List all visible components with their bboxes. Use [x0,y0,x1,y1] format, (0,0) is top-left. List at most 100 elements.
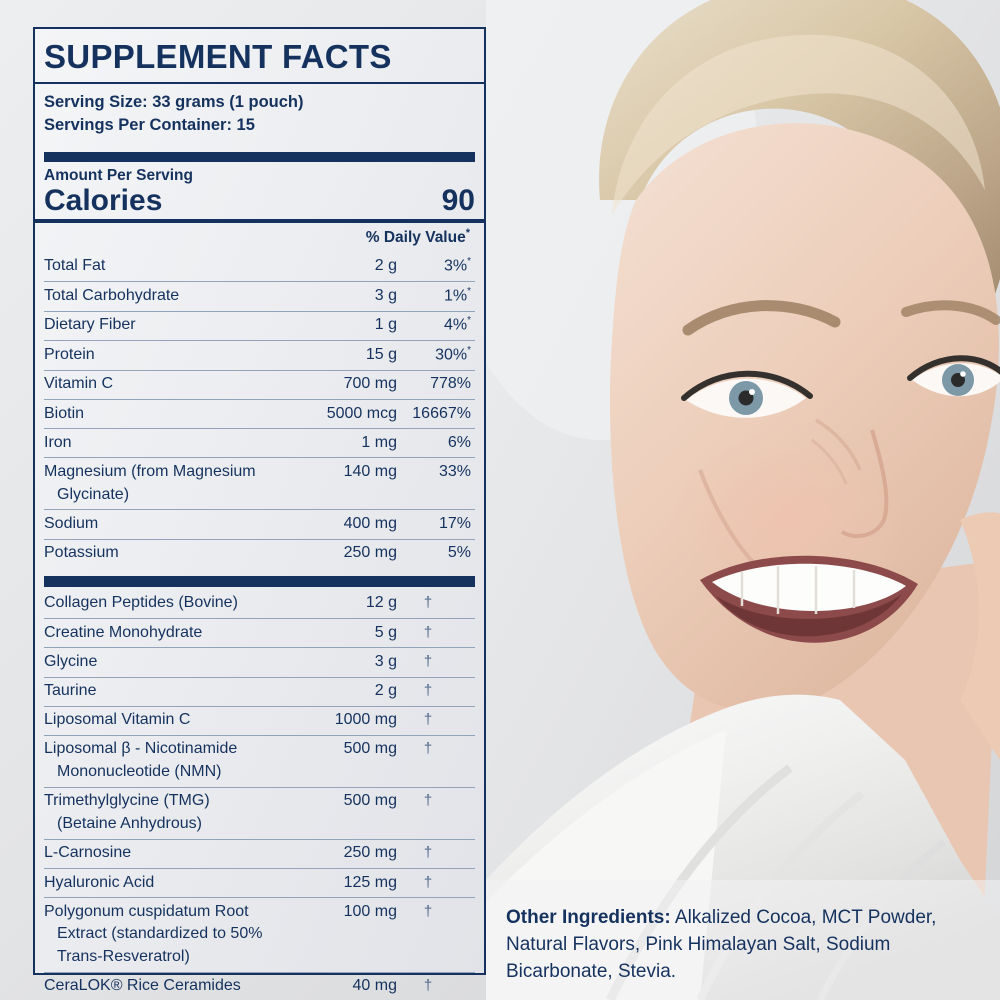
table-row: L-Carnosine 250 mg † [44,838,475,868]
row-name: Total Fat [44,257,106,275]
row-dagger: † [423,740,433,758]
row-amount: 400 mg [343,514,397,532]
row-name: Trimethylglycine (TMG) (Betaine Anhydrous… [44,790,293,835]
daily-value-header-text: % Daily Value [365,229,466,247]
row-name: Sodium [44,514,99,532]
row-daily-value: 778% [430,375,471,393]
daily-value-header: % Daily Value* [35,223,484,252]
row-amount: 140 mg [343,462,397,480]
blend-rows: Collagen Peptides (Bovine) 12 g † Creatine … [35,590,484,1000]
table-row: Hyaluronic Acid 125 mg † [44,868,475,897]
row-daily-value: 3%* [443,256,471,275]
row-name: L-Carnosine [44,844,132,862]
row-daily-value: 4%* [443,315,471,334]
row-daily-value-mark: * [467,256,471,268]
row-name: Potassium [44,544,119,562]
row-name: Taurine [44,682,97,700]
row-dagger: † [423,873,433,891]
row-daily-value: 1%* [443,285,471,305]
table-row: Magnesium (from Magnesium Glycinate) 140 m… [44,457,475,509]
row-amount: 5000 mcg [326,404,397,422]
row-daily-value-mark: * [467,285,471,297]
row-name-continuation: Trans-Resveratrol) [57,948,190,966]
row-daily-value-mark: * [467,315,471,327]
daily-value-header-mark: * [465,227,470,240]
row-dagger: † [423,623,433,641]
table-row: Vitamin C 700 mg 778% [44,369,475,399]
row-name: Iron [44,433,72,451]
row-name: Vitamin C [44,375,114,393]
table-row: Liposomal Vitamin C 1000 mg † [44,705,475,735]
amount-per-serving-label: Amount Per Serving [44,166,193,184]
amount-per-serving-block: Amount Per Serving Calories 90 [35,162,484,220]
table-row: Total Fat 2 g 3%* [44,253,475,282]
row-amount: 12 g [365,594,397,612]
table-row: Iron 1 mg 6% [44,428,475,457]
row-amount: 5 g [374,623,397,641]
servings-per-container: Servings Per Container: 15 [44,116,255,135]
table-row: Sodium 400 mg 17% [44,509,475,538]
row-amount: 100 mg [343,902,397,920]
panel-title: SUPPLEMENT FACTS [44,38,392,75]
calories-label: Calories [44,183,163,217]
row-amount: 500 mg [343,792,397,810]
row-name: Polygonum cuspidatum Root Extract (standa… [44,901,293,969]
row-daily-value: 16667% [412,404,471,422]
row-name: Magnesium (from Magnesium Glycinate) [44,461,293,506]
calories-row: Calories 90 [44,184,475,220]
table-row: Biotin 5000 mcg 16667% [44,399,475,428]
row-dagger: † [423,902,433,920]
row-name-continuation: Mononucleotide (NMN) [57,763,222,781]
row-name-continuation: Extract (standardized to 50% [57,925,263,943]
serving-divider [44,151,475,162]
row-amount: 2 g [374,682,397,700]
row-dagger: † [423,711,433,729]
row-amount: 700 mg [343,375,397,393]
row-name: Liposomal β - Nicotinamide Mononucleotide… [44,738,293,783]
row-dagger: † [423,682,433,700]
row-name: Hyaluronic Acid [44,873,155,891]
row-dagger: † [423,652,433,670]
row-amount: 250 mg [343,844,397,862]
table-row: Protein 15 g 30%* [44,340,475,370]
table-row: Trimethylglycine (TMG) (Betaine Anhydrous… [44,786,475,839]
row-amount: 1000 mg [334,711,397,729]
row-name: Total Carbohydrate [44,286,180,304]
serving-info: Serving Size: 33 grams (1 pouch) Serving… [35,84,484,146]
row-amount: 3 g [374,652,397,670]
row-name: Glycine [44,652,98,670]
row-name: Dietary Fiber [44,316,136,334]
row-daily-value: 30%* [435,344,471,364]
other-ingredients: Other Ingredients: Alkalized Cocoa, MCT … [506,905,986,986]
row-dagger: † [423,594,433,612]
row-amount: 15 g [365,345,397,363]
row-name-continuation: Glycinate) [57,485,130,503]
table-row: Glycine 3 g † [44,647,475,676]
table-row: Polygonum cuspidatum Root Extract (standa… [44,897,475,972]
row-name: Creatine Monohydrate [44,623,203,641]
blend-divider [44,575,475,587]
row-amount: 2 g [374,257,397,275]
row-dagger: † [423,792,433,810]
calories-divider [35,219,484,224]
row-amount: 250 mg [343,544,397,562]
other-ingredients-heading: Other Ingredients: [506,907,671,928]
other-ingredients-text: Alkalized Cocoa, MCT Powder, Natural Fla… [506,907,937,982]
table-row: Potassium 250 mg 5% [44,538,475,568]
calories-value: 90 [441,183,475,217]
row-amount: 1 g [374,316,397,334]
row-name: CeraLOK® Rice Ceramides [44,977,241,995]
row-dagger: † [423,977,433,995]
row-daily-value: 6% [447,433,471,451]
row-amount: 3 g [374,286,397,304]
supplement-facts-panel: SUPPLEMENT FACTS Serving Size: 33 grams … [33,27,486,994]
row-amount: 1 mg [361,433,397,451]
row-name: Biotin [44,404,85,422]
table-row: Liposomal β - Nicotinamide Mononucleotide… [44,734,475,787]
table-row: Taurine 2 g † [44,676,475,706]
table-row: Dietary Fiber 1 g 4%* [44,310,475,341]
nutrient-rows: Total Fat 2 g 3%* Total Carbohydrate 3 g 1%* D… [35,253,484,568]
table-row: Total Carbohydrate 3 g 1%* [44,281,475,311]
row-name: Protein [44,345,95,363]
